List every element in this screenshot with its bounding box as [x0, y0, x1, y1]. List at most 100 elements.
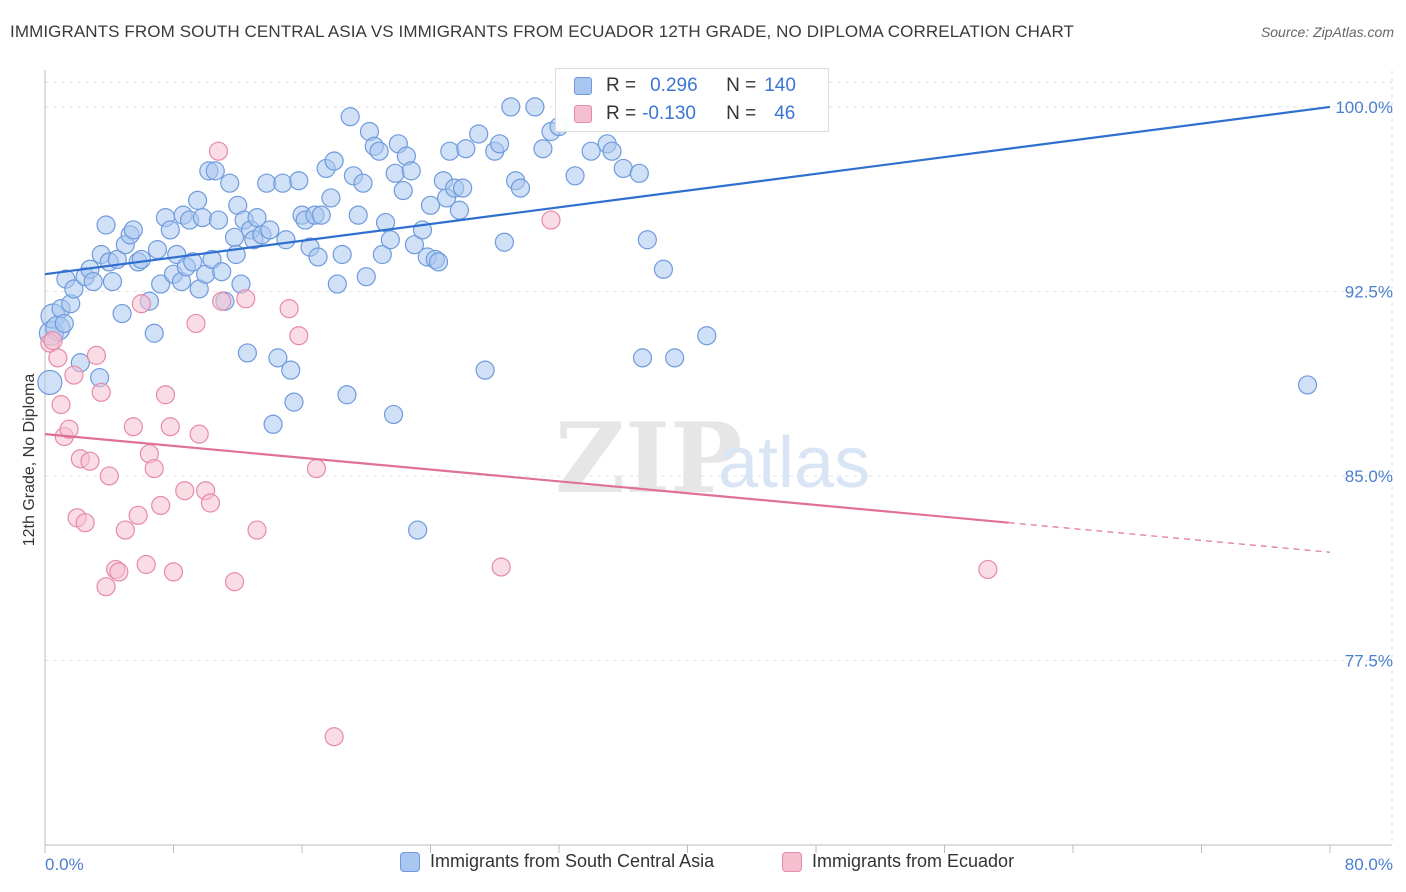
point-ecuador: [64, 365, 84, 385]
stats-legend: R = 0.296 N = 140 R = -0.130 N = 46: [555, 68, 829, 132]
point-ecuador: [128, 505, 148, 525]
watermark-zip: ZIP: [555, 402, 742, 515]
point-south-central-asia: [123, 220, 143, 240]
y-tick-label: 100.0%: [1335, 98, 1393, 117]
point-south-central-asia: [208, 210, 229, 230]
legend-r-label: R =: [606, 75, 637, 96]
point-south-central-asia: [144, 323, 164, 343]
point-south-central-asia: [321, 188, 341, 208]
legend-row-south-central-asia: R = 0.296 N = 140: [574, 73, 796, 99]
point-ecuador: [279, 299, 299, 319]
legend-n-value: 140: [764, 75, 796, 96]
point-south-central-asia: [629, 163, 649, 183]
point-south-central-asia: [102, 271, 123, 292]
point-south-central-asia: [697, 326, 717, 346]
point-south-central-asia: [404, 235, 425, 255]
trend-line-ecuador-extension: [1008, 522, 1331, 553]
point-south-central-asia: [324, 151, 344, 171]
point-ecuador: [136, 554, 156, 575]
point-south-central-asia: [385, 163, 405, 183]
point-ecuador: [144, 458, 164, 479]
point-south-central-asia: [581, 141, 601, 161]
point-south-central-asia: [356, 267, 376, 287]
point-south-central-asia: [449, 200, 470, 220]
point-south-central-asia: [281, 360, 301, 380]
point-south-central-asia: [401, 161, 421, 181]
point-ecuador: [306, 458, 327, 479]
point-south-central-asia: [147, 240, 168, 260]
point-south-central-asia: [205, 161, 225, 181]
point-south-central-asia: [273, 173, 293, 193]
point-south-central-asia: [393, 180, 413, 201]
series-legend: Immigrants from South Central Asia Immig…: [0, 851, 1406, 877]
point-south-central-asia: [525, 97, 545, 117]
point-south-central-asia: [268, 348, 288, 368]
point-ecuador: [978, 559, 998, 580]
point-south-central-asia: [380, 230, 400, 250]
point-south-central-asia: [469, 124, 489, 144]
watermark-atlas: atlas: [718, 423, 870, 503]
point-south-central-asia: [187, 190, 208, 210]
point-south-central-asia: [327, 274, 347, 294]
series-legend-item-south-central-asia: Immigrants from South Central Asia: [400, 851, 714, 872]
point-south-central-asia: [428, 252, 449, 272]
point-south-central-asia: [289, 171, 309, 191]
point-south-central-asia: [237, 343, 257, 363]
point-south-central-asia: [501, 97, 521, 117]
point-ecuador: [200, 493, 221, 513]
point-south-central-asia: [408, 520, 428, 540]
legend-r-value: -0.130: [642, 103, 696, 124]
legend-swatch-pink: [574, 105, 592, 123]
point-ecuador: [541, 210, 561, 230]
point-south-central-asia: [372, 244, 392, 265]
point-south-central-asia: [510, 178, 531, 198]
point-ecuador: [91, 382, 111, 402]
series-legend-label: Immigrants from Ecuador: [812, 851, 1015, 871]
point-ecuador: [75, 513, 95, 533]
point-south-central-asia: [54, 313, 74, 334]
legend-n-value: 46: [774, 103, 796, 124]
y-axis-label: 12th Grade, No Diploma: [21, 374, 38, 547]
point-south-central-asia: [160, 220, 180, 240]
point-ecuador: [51, 395, 71, 415]
point-south-central-asia: [151, 274, 171, 294]
point-south-central-asia: [96, 215, 116, 235]
point-south-central-asia: [353, 173, 373, 193]
point-ecuador: [99, 466, 119, 486]
point-ecuador: [236, 289, 256, 309]
point-ecuador: [109, 562, 129, 582]
point-south-central-asia: [224, 227, 245, 247]
point-south-central-asia: [1297, 375, 1318, 395]
point-south-central-asia: [653, 259, 674, 279]
point-south-central-asia: [613, 158, 633, 179]
point-south-central-asia: [420, 195, 441, 215]
point-south-central-asia: [602, 141, 622, 161]
point-south-central-asia: [369, 141, 389, 161]
point-south-central-asia: [83, 271, 103, 292]
point-ecuador: [155, 385, 176, 405]
point-ecuador: [48, 348, 68, 368]
series-swatch-pink: [782, 851, 802, 872]
point-ecuador: [224, 572, 245, 592]
legend-n-label: N =: [726, 103, 757, 124]
point-south-central-asia: [489, 134, 510, 154]
series-swatch-blue: [400, 851, 420, 872]
tick-labels: 100.0% 92.5% 85.0% 77.5% 0.0% 80.0%: [45, 98, 1393, 874]
point-south-central-asia: [453, 178, 473, 198]
point-ecuador: [186, 313, 206, 334]
point-south-central-asia: [276, 230, 296, 250]
point-ecuador: [96, 577, 116, 597]
point-ecuador: [208, 141, 229, 161]
point-south-central-asia: [637, 230, 657, 250]
point-south-central-asia: [263, 414, 283, 434]
point-south-central-asia: [220, 173, 240, 193]
point-south-central-asia: [340, 107, 360, 127]
point-south-central-asia: [260, 220, 280, 240]
point-south-central-asia: [533, 139, 553, 159]
point-ecuador: [160, 417, 180, 437]
point-south-central-asia: [475, 360, 495, 380]
trend-line-south-central-asia: [44, 105, 1331, 276]
trend-lines: [44, 105, 1331, 553]
point-ecuador: [247, 520, 267, 540]
point-ecuador: [151, 495, 171, 516]
